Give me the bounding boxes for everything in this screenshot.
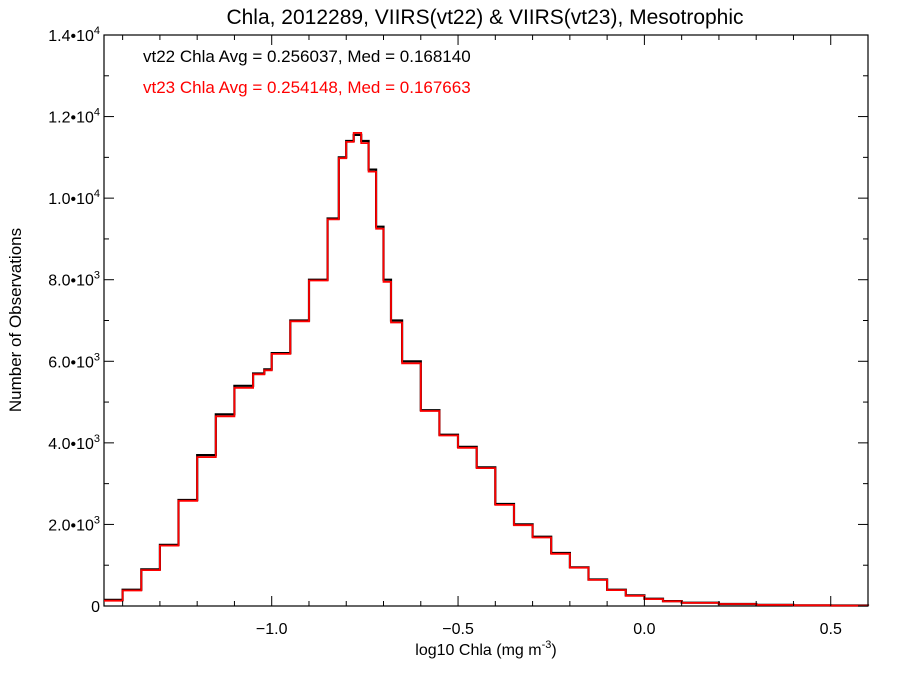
y-tick-label: 1.0•104 bbox=[48, 188, 100, 208]
y-axis-label: Number of Observations bbox=[6, 228, 25, 412]
x-axis: −1.0 −0.5 0.0 0.5 bbox=[122, 35, 869, 638]
series-layer bbox=[104, 132, 870, 607]
annotations: vt22 Chla Avg = 0.256037, Med = 0.168140… bbox=[143, 47, 471, 97]
y-tick-label: 6.0•103 bbox=[48, 351, 100, 371]
x-axis-label-exp: -3 bbox=[542, 639, 552, 651]
series-line-2 bbox=[104, 132, 869, 607]
series-line-1 bbox=[104, 133, 870, 607]
x-tick-label: 0.5 bbox=[820, 621, 842, 638]
annotation-2: vt23 Chla Avg = 0.254148, Med = 0.167663 bbox=[143, 78, 471, 97]
y-tick-label: 1.4•104 bbox=[48, 25, 100, 45]
y-tick-label: 4.0•103 bbox=[48, 433, 100, 453]
x-axis-label: log10 Chla (mg m-3) bbox=[415, 639, 556, 659]
y-tick-label: 1.2•104 bbox=[48, 107, 100, 127]
y-tick-label: 0 bbox=[91, 599, 100, 616]
plot-frame bbox=[103, 34, 869, 607]
x-tick-label: −0.5 bbox=[442, 621, 474, 638]
y-tick-label: 2.0•103 bbox=[48, 514, 100, 534]
chart-title: Chla, 2012289, VIIRS(vt22) & VIIRS(vt23)… bbox=[226, 6, 743, 29]
x-tick-label: −1.0 bbox=[256, 621, 288, 638]
x-tick-label: 0.0 bbox=[633, 621, 655, 638]
x-axis-label-close: ) bbox=[551, 642, 556, 659]
y-axis: 0 2.0•103 4.0•103 6.0•103 8.0•103 1.0•104 1.2•… bbox=[48, 25, 868, 616]
annotation-1: vt22 Chla Avg = 0.256037, Med = 0.168140 bbox=[143, 47, 471, 66]
x-axis-label-main: log10 Chla (mg m bbox=[415, 642, 541, 659]
y-tick-label: 8.0•103 bbox=[48, 270, 100, 290]
plot-area: −1.0 −0.5 0.0 0.5 0 2.0•103 4.0•103 6.0•103 8.0… bbox=[48, 25, 870, 638]
